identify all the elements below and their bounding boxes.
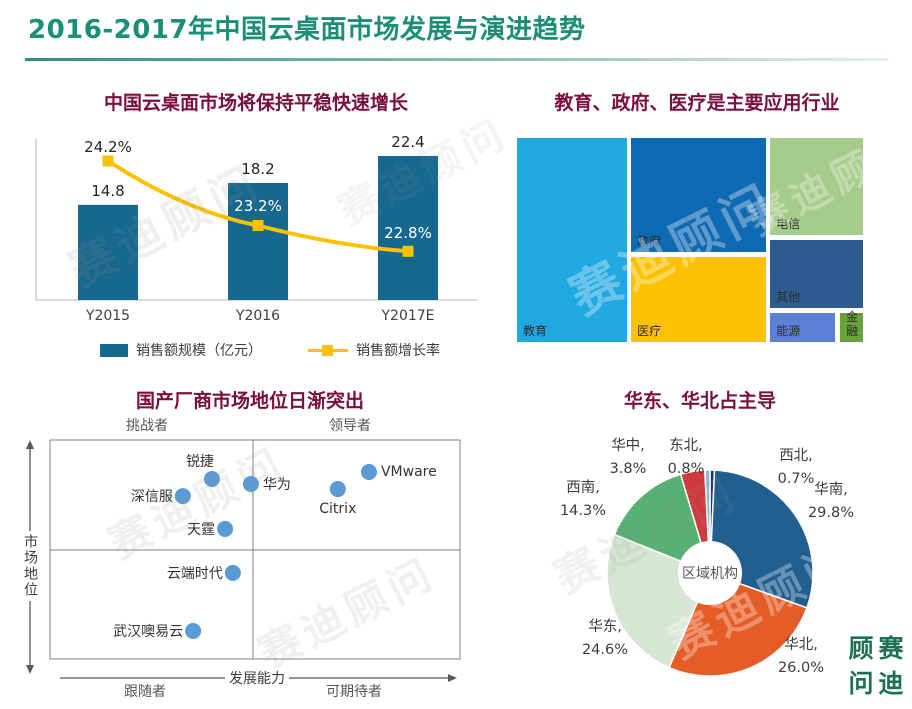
scatter-point-label: 华为: [262, 477, 291, 494]
scatter-ylabel: 市场地位: [20, 531, 40, 601]
scatter-point: [242, 476, 259, 493]
scatter-point: [217, 520, 234, 537]
title-divider: [25, 58, 888, 61]
line-marker: [402, 245, 414, 257]
scatter-point: [174, 488, 191, 505]
pie-slice-label: 华中, 3.8%: [609, 438, 647, 477]
treemap-cell-label: 金融: [846, 310, 859, 339]
quadrant-label-challengers: 挑战者: [126, 418, 168, 434]
line-legend-marker: [308, 344, 348, 356]
arrowhead-right: [448, 674, 457, 682]
bar-chart-title: 中国云桌面市场将保持平稳快速增长: [103, 92, 409, 114]
bar-category-label: Y2016: [235, 308, 281, 324]
scatter-point-label: 天霆: [187, 521, 216, 538]
scatter-point-label: 锐捷: [185, 453, 214, 470]
seal-char: 赛: [878, 634, 904, 663]
bar-category-label: Y2017E: [381, 308, 435, 324]
scatter-point-label: 云端时代: [166, 565, 223, 582]
pie-center-label: 区域机构: [682, 566, 738, 582]
quadrant-label-leaders: 领导者: [329, 418, 371, 434]
seal-char: 顾: [848, 634, 874, 663]
pie-slice-label: 西北, 0.7%: [777, 448, 815, 487]
treemap-cell: 金融: [840, 310, 863, 342]
pie-slice-西南: [613, 473, 712, 575]
bar-category-label: Y2015: [85, 308, 131, 324]
treemap-cell: 医疗: [631, 256, 767, 342]
rate-value-label: 22.8%: [384, 224, 432, 243]
pie-slice-label: 西南, 14.3%: [559, 480, 607, 519]
scatter-point-label: 武汉噢易云: [113, 623, 184, 640]
line-marker: [102, 155, 114, 167]
scatter-point: [329, 481, 346, 498]
donut-hole: [678, 541, 742, 605]
quadrant-label-promising: 可期待者: [326, 684, 382, 700]
treemap-cell-label: 政府: [637, 234, 662, 249]
pie-slice-label: 华东, 24.6%: [581, 619, 629, 658]
page-title: 2016-2017年中国云桌面市场发展与演进趋势: [28, 15, 586, 45]
treemap-cell-label: 医疗: [637, 324, 662, 339]
treemap-cell-label: 电信: [776, 217, 801, 232]
scatter-point: [185, 622, 202, 639]
treemap-cell-label: 能源: [776, 324, 801, 339]
quadrant-label-followers: 跟随者: [124, 684, 166, 700]
treemap-cell-label: 其他: [776, 290, 801, 305]
pie-slice-label: 东北, 0.8%: [667, 438, 705, 477]
pie-slice-label: 华南, 29.8%: [807, 482, 855, 521]
ccid-seal-logo: 顾 赛 问 迪: [846, 632, 906, 702]
treemap-cell: 政府: [631, 138, 767, 253]
bar-Y2015: [78, 204, 138, 300]
line-legend-item: 销售额增长率: [308, 340, 440, 360]
arrowhead-down: [26, 665, 34, 674]
pie-title: 华东、华北占主导: [623, 390, 777, 412]
scatter-title: 国产厂商市场地位日渐突出: [135, 390, 365, 412]
bar-Y2016: [228, 182, 288, 300]
bar-legend-swatch: [100, 343, 128, 357]
scatter-point-label: VMware: [380, 463, 437, 480]
treemap-title: 教育、政府、医疗是主要应用行业: [554, 92, 840, 114]
seal-char: 迪: [878, 669, 904, 698]
scatter-point-label: Citrix: [319, 501, 357, 518]
arrowhead-up: [26, 440, 34, 449]
treemap-cell: 教育: [517, 138, 628, 342]
seal-char: 问: [848, 669, 874, 698]
pie-slice-label: 华北, 26.0%: [777, 637, 825, 676]
rate-value-label: 23.2%: [234, 196, 282, 215]
treemap-cell: 电信: [770, 138, 863, 235]
bar-value-label: 18.2: [241, 159, 275, 178]
scatter-point: [360, 463, 377, 480]
line-legend-label: 销售额增长率: [356, 343, 440, 359]
line-marker: [252, 220, 264, 231]
scatter-xlabel: 发展能力: [225, 668, 289, 688]
bar-value-label: 14.8: [91, 181, 125, 200]
rate-value-label: 24.2%: [84, 138, 132, 156]
treemap-cell-label: 教育: [523, 324, 548, 339]
bar-legend-item: 销售额规模（亿元）: [100, 340, 262, 360]
bar-legend-label: 销售额规模（亿元）: [136, 343, 262, 359]
bar-Y2017E: [378, 155, 438, 300]
bar-value-label: 22.4: [391, 132, 425, 151]
treemap-cell: 能源: [770, 312, 835, 342]
scatter-point: [224, 564, 241, 581]
treemap-industries: 教育 政府医疗 电信其他能源 金融: [517, 138, 863, 342]
treemap-cell: 其他: [770, 239, 863, 308]
scatter-point: [203, 470, 220, 487]
scatter-point-label: 深信服: [130, 489, 173, 506]
